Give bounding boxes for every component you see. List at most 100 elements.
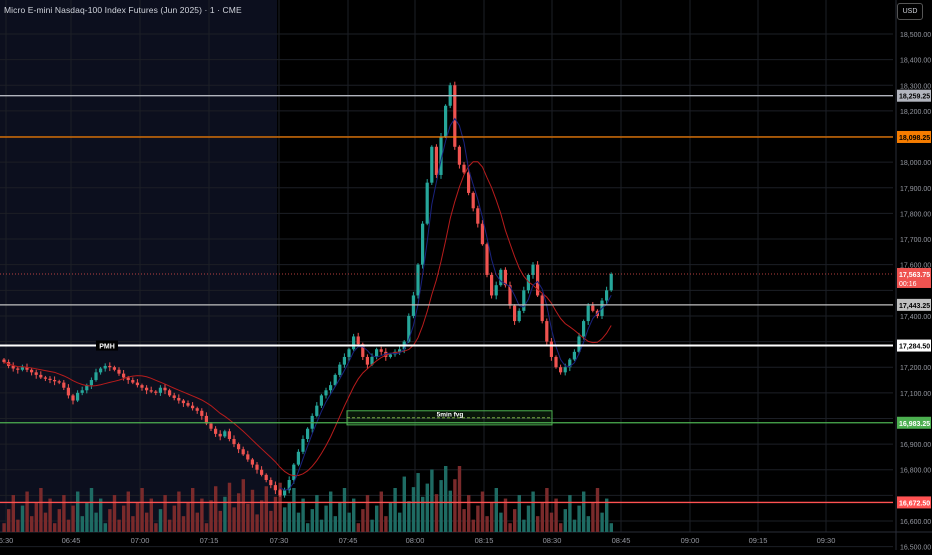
time-tick-label: 08:30 — [543, 536, 562, 545]
volume-bar — [172, 505, 176, 532]
level-price-label: 17,443.25 — [899, 303, 930, 310]
pmh-label-bg — [96, 340, 118, 351]
candle-body — [246, 454, 250, 460]
candle-body — [467, 172, 471, 193]
candle-body — [609, 273, 613, 291]
candle-body — [411, 295, 415, 316]
candle-body — [296, 451, 300, 465]
candle-body — [195, 408, 199, 411]
volume-bar — [536, 516, 540, 532]
candle-body — [591, 305, 595, 311]
volume-bar — [319, 519, 324, 532]
candle-body — [204, 415, 208, 424]
volume-bar — [467, 495, 471, 532]
volume-bar — [89, 488, 94, 532]
currency-button[interactable]: USD — [897, 3, 923, 20]
volume-bar — [158, 509, 163, 532]
volume-bar — [103, 523, 107, 532]
volume-bar — [586, 516, 590, 532]
volume-bar — [462, 509, 466, 532]
volume-bar — [480, 491, 485, 532]
candle-body — [503, 269, 507, 286]
volume-bar — [99, 498, 103, 532]
level-price-label: 17,284.50 — [899, 344, 930, 351]
candle-body — [476, 208, 480, 224]
candle-body — [352, 336, 356, 350]
volume-bar — [214, 486, 218, 532]
candle-body — [89, 380, 93, 386]
volume-bar — [494, 488, 498, 532]
volume-bar — [255, 514, 259, 532]
volume-bar — [554, 498, 558, 532]
candle-body — [99, 368, 103, 373]
candle-body — [315, 405, 319, 416]
candle-body — [494, 285, 498, 296]
time-tick-label: 09:30 — [817, 536, 836, 545]
candle-body — [329, 385, 333, 391]
candle-body — [388, 354, 392, 357]
volume-bar — [71, 505, 75, 532]
volume-bar — [200, 498, 204, 532]
volume-bar — [53, 523, 57, 532]
volume-bar — [112, 495, 117, 532]
price-tick-label: 17,200.00 — [900, 365, 931, 372]
volume-bar — [11, 495, 15, 532]
candle-body — [172, 395, 176, 398]
candle-body — [25, 367, 29, 370]
price-tick-label: 17,700.00 — [900, 237, 931, 244]
volume-bar — [154, 523, 158, 532]
volume-bar — [117, 519, 121, 532]
volume-bar — [411, 487, 416, 532]
candle-body — [572, 351, 576, 360]
candle-body — [154, 391, 158, 393]
time-tick-label: 09:00 — [681, 536, 700, 545]
candle-body — [490, 274, 494, 296]
candle-body — [108, 365, 112, 368]
candle-body — [43, 377, 47, 379]
volume-bar — [600, 512, 604, 532]
candle-body — [273, 485, 277, 491]
price-tick-label: 17,800.00 — [900, 211, 931, 218]
last-price-label: 17,563.75 — [899, 272, 930, 279]
candle-body — [57, 381, 61, 383]
candle-body — [232, 438, 236, 445]
volume-bar — [310, 509, 314, 532]
candle-body — [568, 359, 572, 368]
volume-bar — [379, 491, 383, 532]
candle-body — [444, 105, 448, 137]
candle-body — [85, 385, 89, 391]
time-tick-label: 6:30 — [0, 536, 13, 545]
volume-bar — [57, 509, 61, 532]
volume-bar — [2, 523, 6, 532]
candle-body — [365, 356, 369, 365]
candle-body — [2, 359, 6, 363]
candle-body — [499, 269, 503, 286]
volume-bar — [246, 503, 250, 532]
volume-bar — [503, 498, 508, 532]
volume-bar — [264, 486, 268, 532]
candle-body — [283, 490, 287, 496]
candle-body — [582, 321, 586, 337]
volume-bar — [80, 516, 84, 532]
level-price-tag — [897, 89, 931, 102]
volume-bar — [218, 510, 222, 532]
candle-body — [76, 392, 80, 401]
candle-body — [53, 380, 57, 382]
candle-body — [264, 474, 268, 480]
volume-bar — [204, 523, 209, 532]
volume-bar — [269, 510, 273, 532]
candle-body — [508, 285, 512, 306]
volume-bar — [287, 502, 291, 532]
volume-bar — [250, 489, 255, 532]
volume-bar — [582, 491, 586, 532]
volume-bar — [195, 512, 199, 532]
price-tick-label: 17,400.00 — [900, 314, 931, 321]
candle-body — [416, 264, 420, 296]
time-tick-label: 09:15 — [749, 536, 768, 545]
candle-body — [218, 433, 222, 437]
candle-body — [384, 351, 388, 357]
time-tick-label: 07:15 — [200, 536, 219, 545]
level-price-tag — [897, 339, 931, 352]
